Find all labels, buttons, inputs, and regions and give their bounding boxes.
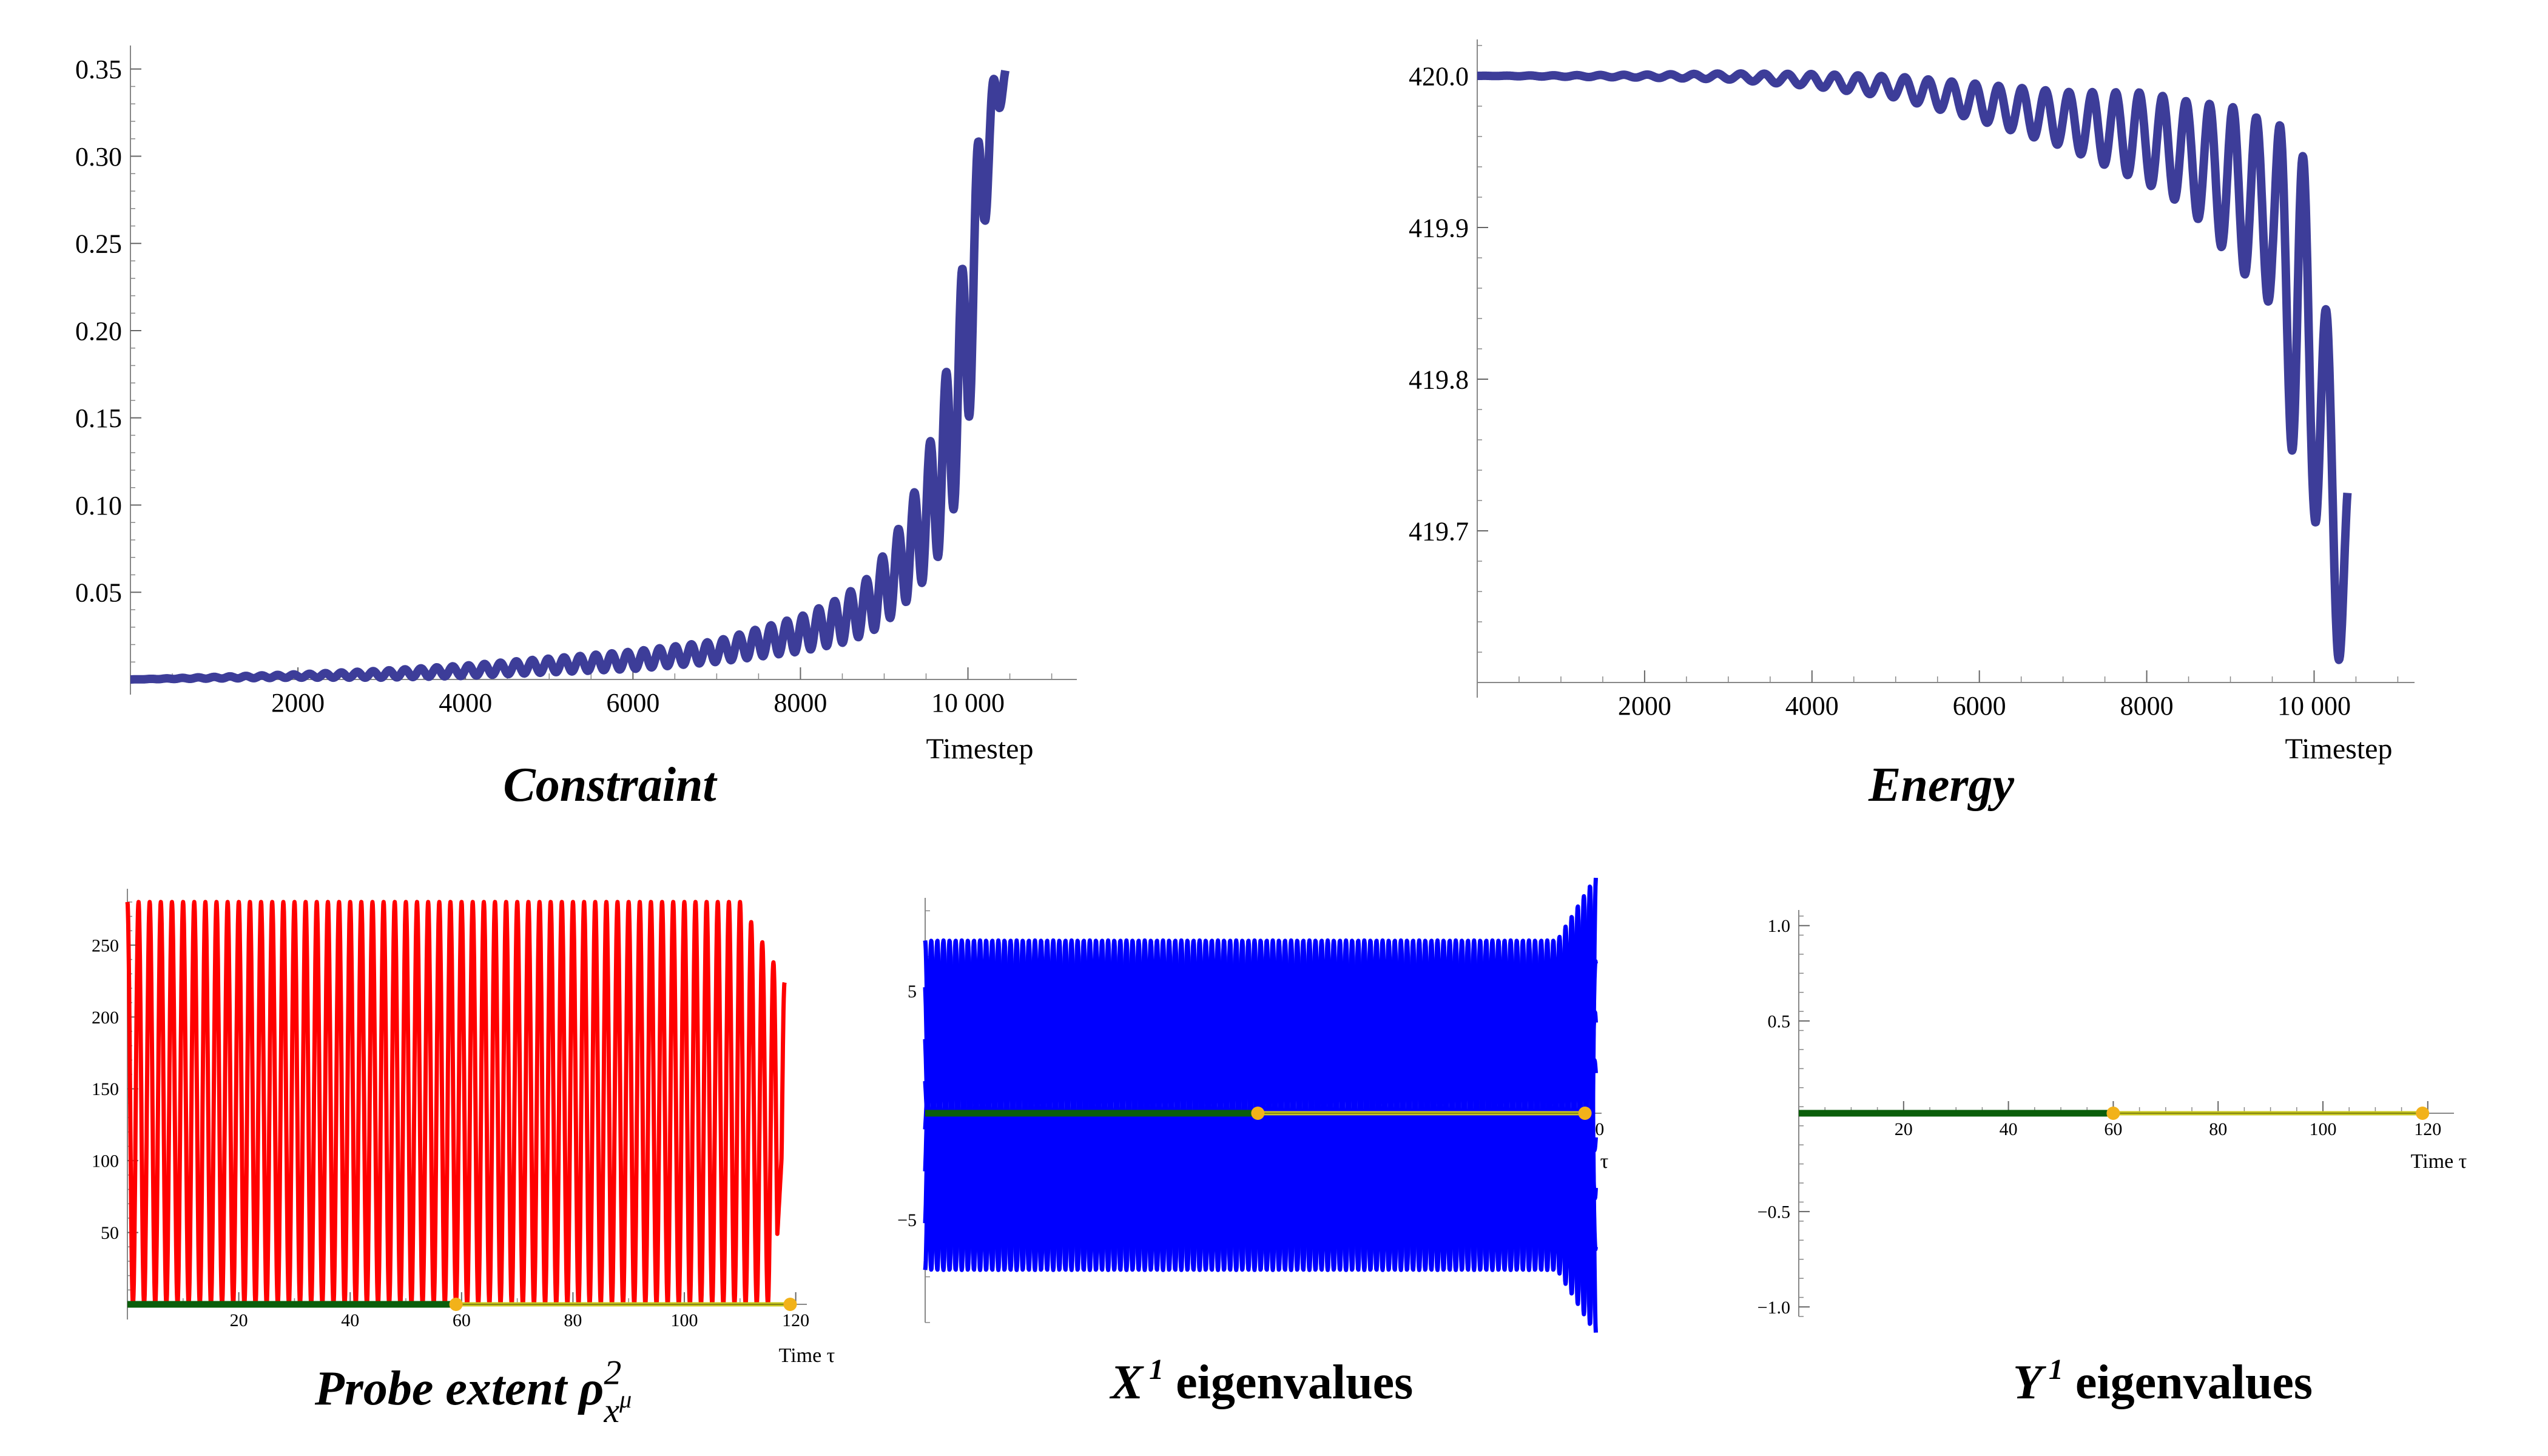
probe-x-tick-label: 80 (564, 1310, 582, 1330)
constraint-x-tick-label: 8000 (774, 688, 827, 718)
probe-caption-sup: 2 (604, 1353, 622, 1392)
probe-series-line (125, 900, 787, 1307)
probe-y-tick-label: 200 (92, 1008, 119, 1028)
x1-probe-marker-end (1578, 1107, 1592, 1120)
constraint-x-axis-label: Timestep (926, 733, 1034, 765)
probe-y-tick-label: 250 (92, 935, 119, 956)
constraint-plot: 2000 4000 6000 8000 10 000 0.05 0.10 0.15 0.20 0.… (75, 46, 1077, 812)
x1-caption-sup: 1 (1149, 1353, 1164, 1386)
y1-x-axis-label: Time τ (2411, 1150, 2467, 1173)
energy-y-tick-label: 419.7 (1409, 516, 1469, 546)
y1-eigenvalues-plot: 20 40 60 80 100 120 −1.0 −0.5 0.5 1.0 Time τ Y 1 eig… (1758, 910, 2467, 1409)
probe-probe-marker-end (783, 1298, 797, 1311)
energy-x-tick-label: 8000 (2120, 691, 2174, 721)
energy-caption: Energy (1868, 758, 2014, 812)
probe-x-tick-label: 20 (230, 1310, 248, 1330)
y1-x-tick-label: 120 (2414, 1119, 2441, 1139)
energy-x-tick-label: 10 000 (2277, 691, 2351, 721)
y1-y-tick-label: 1.0 (1768, 916, 1791, 936)
x1-caption-rest: eigenvalues (1164, 1356, 1413, 1409)
energy-x-axis-label: Timestep (2285, 733, 2393, 765)
constraint-x-tick-label: 2000 (271, 688, 325, 718)
y1-probe-marker-current (2106, 1107, 2120, 1120)
probe-caption: Probe extent ρ2 xμ (314, 1353, 632, 1429)
energy-plot: 2000 4000 6000 8000 10 000 419.7 419.8 419.9 420… (1409, 39, 2415, 812)
constraint-y-tick-label: 0.30 (75, 142, 122, 172)
y1-y-tick-label: −1.0 (1758, 1298, 1790, 1318)
y1-probe-marker-end (2416, 1107, 2430, 1120)
y1-x-tick-label: 80 (2209, 1119, 2227, 1139)
energy-y-tick-label: 420.0 (1409, 61, 1469, 91)
y1-caption-rest: eigenvalues (2063, 1356, 2313, 1409)
x1-caption-main: X (1109, 1356, 1144, 1409)
y1-x-tick-label: 100 (2310, 1119, 2337, 1139)
probe-extent-plot: 20 40 60 80 100 120 50 100 150 200 250 Time τ Probe … (92, 889, 835, 1430)
energy-caption-main: Energy (1868, 758, 2014, 812)
probe-x-tick-label: 100 (671, 1310, 698, 1330)
probe-y-tick-label: 50 (101, 1223, 119, 1243)
y1-x-tick-label: 40 (2000, 1119, 2018, 1139)
probe-y-tick-label: 150 (92, 1079, 119, 1099)
constraint-series-line (126, 69, 1010, 684)
x1-y-tick-label: −5 (897, 1210, 917, 1230)
probe-x-axis-label: Time τ (779, 1344, 835, 1367)
constraint-x-tick-label: 10 000 (931, 688, 1005, 718)
constraint-caption-main: Constraint (503, 758, 718, 812)
probe-y-tick-label: 100 (92, 1151, 119, 1171)
x1-eigenvalue-line (923, 1059, 1598, 1153)
probe-probe-marker-current (449, 1298, 463, 1311)
constraint-y-tick-label: 0.05 (75, 578, 122, 608)
y1-caption-main: Y (2013, 1356, 2046, 1409)
constraint-x-tick-label: 4000 (439, 688, 492, 718)
energy-y-tick-label: 419.8 (1409, 365, 1469, 394)
constraint-y-tick-label: 0.15 (75, 403, 122, 433)
energy-x-tick-label: 6000 (1953, 691, 2006, 721)
probe-caption-main: Probe extent ρ (314, 1362, 604, 1415)
probe-caption-subsup: μ (619, 1386, 632, 1413)
probe-x-tick-label: 60 (453, 1310, 471, 1330)
constraint-x-tick-label: 6000 (606, 688, 659, 718)
y1-x-tick-label: 20 (1895, 1119, 1913, 1139)
y1-y-tick-label: −0.5 (1758, 1202, 1790, 1222)
constraint-y-tick-label: 0.25 (75, 229, 122, 259)
probe-x-tick-label: 40 (341, 1310, 359, 1330)
energy-x-tick-label: 2000 (1618, 691, 1671, 721)
probe-x-tick-label: 120 (782, 1310, 809, 1330)
energy-y-tick-label: 419.9 (1409, 213, 1469, 243)
x1-y-tick-label: 5 (908, 982, 917, 1002)
constraint-y-tick-label: 0.20 (75, 316, 122, 346)
probe-caption-sub: x (604, 1392, 620, 1430)
constraint-y-tick-label: 0.35 (75, 55, 122, 84)
constraint-y-tick-label: 0.10 (75, 491, 122, 521)
y1-y-tick-label: 0.5 (1768, 1011, 1791, 1031)
y1-caption-sup: 1 (2049, 1353, 2063, 1386)
y1-x-tick-label: 60 (2104, 1119, 2122, 1139)
constraint-caption: Constraint (503, 758, 718, 812)
energy-x-tick-label: 4000 (1785, 691, 1839, 721)
energy-series-line (1473, 69, 2352, 664)
x1-probe-marker-current (1251, 1107, 1265, 1120)
